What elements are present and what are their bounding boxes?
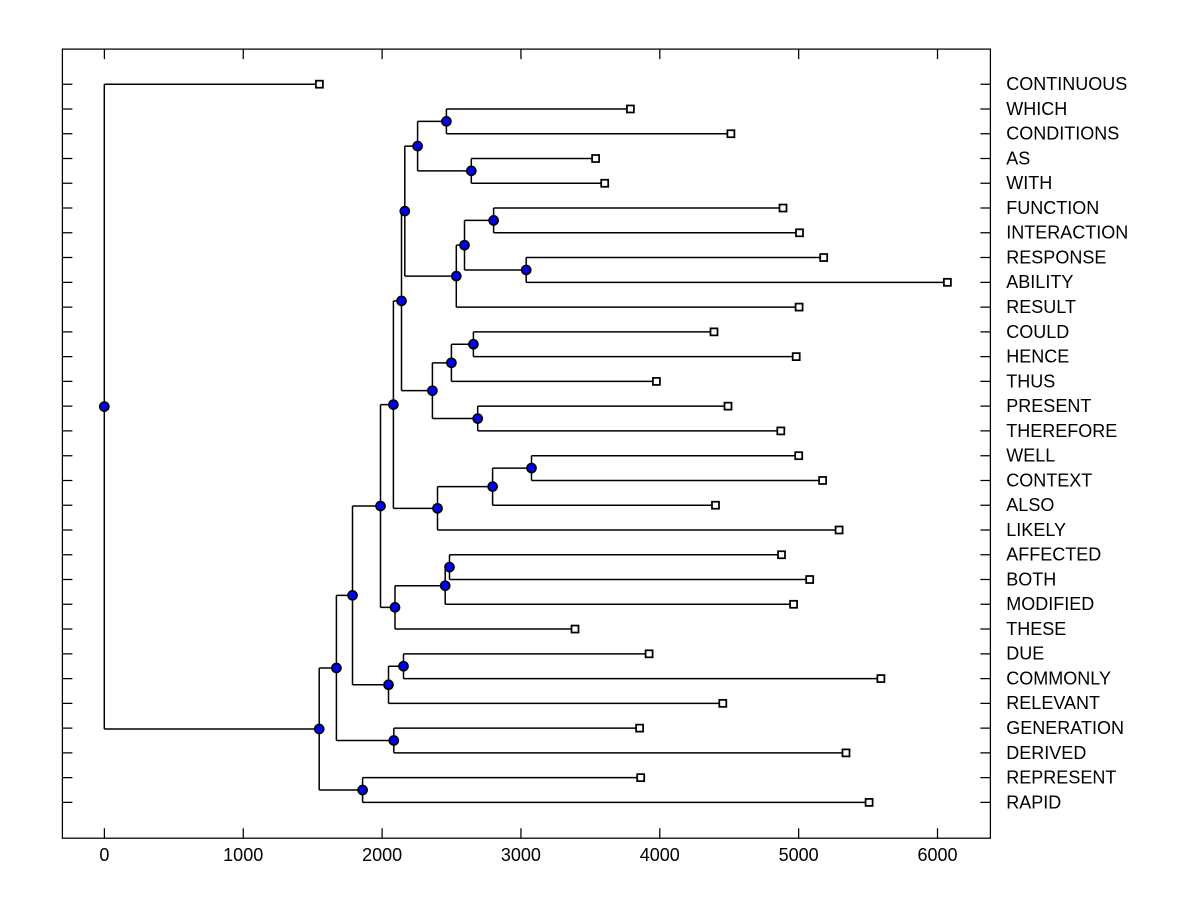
svg-text:3000: 3000	[501, 845, 541, 865]
svg-text:RAPID: RAPID	[1006, 792, 1061, 812]
svg-text:WITH: WITH	[1006, 173, 1052, 193]
svg-text:RELEVANT: RELEVANT	[1006, 693, 1100, 713]
svg-text:CONTINUOUS: CONTINUOUS	[1006, 74, 1127, 94]
svg-text:WELL: WELL	[1006, 446, 1055, 466]
svg-text:6000: 6000	[917, 845, 957, 865]
svg-text:MODIFIED: MODIFIED	[1006, 594, 1094, 614]
svg-text:COMMONLY: COMMONLY	[1006, 669, 1111, 689]
svg-text:HENCE: HENCE	[1006, 347, 1069, 367]
svg-text:ABILITY: ABILITY	[1006, 272, 1073, 292]
svg-text:DUE: DUE	[1006, 644, 1044, 664]
svg-text:COULD: COULD	[1006, 322, 1069, 342]
svg-text:REPRESENT: REPRESENT	[1006, 768, 1116, 788]
svg-text:CONTEXT: CONTEXT	[1006, 470, 1092, 490]
svg-text:RESULT: RESULT	[1006, 297, 1076, 317]
svg-text:CONDITIONS: CONDITIONS	[1006, 124, 1119, 144]
svg-text:INTERACTION: INTERACTION	[1006, 223, 1128, 243]
svg-text:ALSO: ALSO	[1006, 495, 1054, 515]
svg-text:5000: 5000	[779, 845, 819, 865]
svg-text:LIKELY: LIKELY	[1006, 520, 1066, 540]
svg-text:0: 0	[99, 845, 109, 865]
svg-text:2000: 2000	[362, 845, 402, 865]
svg-text:AFFECTED: AFFECTED	[1006, 545, 1101, 565]
svg-text:BOTH: BOTH	[1006, 569, 1056, 589]
svg-text:THUS: THUS	[1006, 371, 1055, 391]
svg-text:RESPONSE: RESPONSE	[1006, 248, 1106, 268]
svg-text:1000: 1000	[223, 845, 263, 865]
svg-text:PRESENT: PRESENT	[1006, 396, 1091, 416]
svg-text:FUNCTION: FUNCTION	[1006, 198, 1099, 218]
svg-text:THESE: THESE	[1006, 619, 1066, 639]
svg-text:GENERATION: GENERATION	[1006, 718, 1124, 738]
svg-text:THEREFORE: THEREFORE	[1006, 421, 1117, 441]
svg-text:DERIVED: DERIVED	[1006, 743, 1086, 763]
svg-text:4000: 4000	[640, 845, 680, 865]
svg-text:AS: AS	[1006, 148, 1030, 168]
svg-text:WHICH: WHICH	[1006, 99, 1067, 119]
